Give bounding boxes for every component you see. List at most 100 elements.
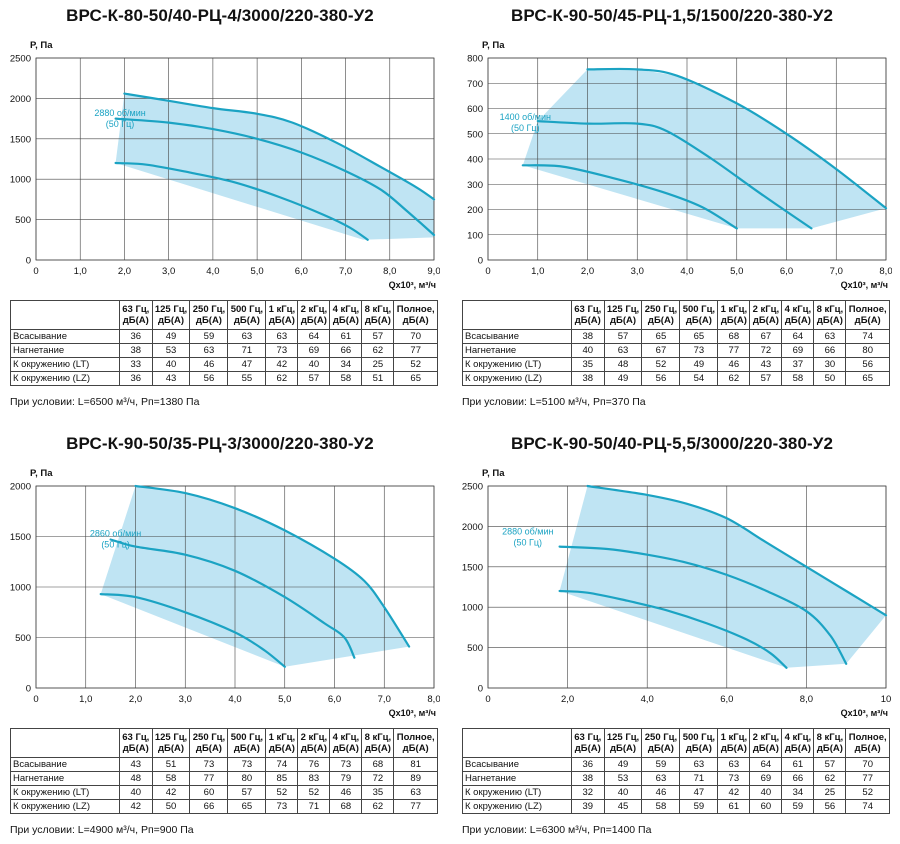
x-tick-label: 8,0 [800, 694, 813, 705]
table-cell: 73 [717, 771, 751, 786]
table-cell: 40 [603, 785, 643, 800]
column-header: 500 Гц, дБ(А) [227, 728, 267, 758]
table-cell: 48 [603, 357, 643, 372]
table-cell: 39 [571, 799, 605, 814]
chart-panel-3: ВРС-К-90-50/35-РЦ-3/3000/220-380-У2 0 1,0 2… [0, 428, 440, 843]
table-cell: 60 [189, 785, 229, 800]
table-cell: 77 [393, 343, 438, 358]
column-header: 63 Гц, дБ(А) [571, 728, 605, 758]
noise-table: 63 Гц, дБ(А) 125 Гц, дБ(А) 250 Гц, дБ(А) 500 Г… [10, 728, 438, 814]
x-tick-label: 2,0 [129, 694, 142, 705]
table-cell: 65 [641, 329, 681, 344]
table-cell: 73 [265, 343, 299, 358]
table-cell: 81 [393, 757, 438, 772]
table-cell: 47 [679, 785, 719, 800]
table-cell: 32 [571, 785, 605, 800]
table-cell: 33 [119, 357, 153, 372]
table-cell: 66 [189, 799, 229, 814]
table-corner [10, 728, 120, 758]
table-cell: 58 [781, 371, 815, 386]
table-cell: 85 [265, 771, 299, 786]
y-axis-label: P, Па [30, 40, 53, 51]
column-header: 63 Гц, дБ(А) [119, 300, 153, 330]
y-axis-label: P, Па [482, 40, 505, 51]
table-cell: 56 [813, 799, 847, 814]
table-cell: 56 [845, 357, 890, 372]
table-cell: 63 [641, 771, 681, 786]
row-label: Всасывание [10, 329, 120, 344]
column-header: 500 Гц, дБ(А) [679, 300, 719, 330]
table-row: Всасывание 38 57 65 65 68 67 64 63 74 [462, 329, 890, 344]
chart-title: ВРС-К-90-50/45-РЦ-1,5/1500/220-380-У2 [510, 6, 834, 25]
table-cell: 63 [189, 343, 229, 358]
table-cell: 63 [393, 785, 438, 800]
test-condition: При условии: L=5100 м³/ч, Рп=370 Па [462, 396, 646, 408]
table-cell: 63 [227, 329, 267, 344]
table-cell: 65 [227, 799, 267, 814]
table-corner [10, 300, 120, 330]
column-header: 250 Гц, дБ(А) [189, 300, 229, 330]
y-tick-label: 100 [467, 230, 483, 241]
y-tick-label: 500 [15, 215, 31, 226]
y-tick-label: 500 [467, 643, 483, 654]
chart-title: ВРС-К-80-50/40-РЦ-4/3000/220-380-У2 [66, 6, 374, 25]
x-tick-label: 3,0 [162, 266, 175, 277]
x-tick-label: 5,0 [730, 266, 743, 277]
table-cell: 52 [393, 357, 438, 372]
table-cell: 49 [679, 357, 719, 372]
x-tick-label: 10 [881, 694, 892, 705]
table-cell: 36 [119, 371, 153, 386]
table-cell: 89 [393, 771, 438, 786]
y-tick-label: 1000 [10, 583, 31, 594]
table-cell: 73 [227, 757, 267, 772]
table-cell: 48 [119, 771, 153, 786]
table-cell: 43 [749, 357, 783, 372]
table-cell: 52 [297, 785, 331, 800]
y-tick-label: 0 [26, 256, 31, 267]
test-condition: При условии: L=6300 м³/ч, Рп=1400 Па [462, 824, 652, 836]
column-header: 250 Гц, дБ(А) [641, 300, 681, 330]
column-header: 500 Гц, дБ(А) [227, 300, 267, 330]
x-axis-label: Qx10³, м³/ч [389, 280, 436, 290]
table-cell: 63 [603, 343, 643, 358]
table-row: К окружению (LT) 40 42 60 57 52 52 46 35 63 [10, 785, 438, 800]
noise-table: 63 Гц, дБ(А) 125 Гц, дБ(А) 250 Гц, дБ(А) 500 Г… [462, 300, 890, 386]
table-cell: 37 [781, 357, 815, 372]
table-cell: 46 [717, 357, 751, 372]
table-cell: 57 [297, 371, 331, 386]
y-tick-label: 500 [467, 129, 483, 140]
x-tick-label: 8,0 [879, 266, 892, 277]
y-tick-label: 0 [478, 684, 483, 695]
column-header: 1 кГц, дБ(А) [265, 728, 299, 758]
y-tick-label: 700 [467, 79, 483, 90]
table-cell: 45 [603, 799, 643, 814]
y-tick-label: 2500 [10, 54, 31, 65]
fan-curve-chart: 0 1,0 2,0 3,0 4,0 5,0 6,0 7,0 8,0 0 500 1000 1500 200… [10, 468, 440, 718]
table-cell: 36 [119, 329, 153, 344]
y-tick-label: 0 [26, 684, 31, 695]
x-tick-label: 2,0 [118, 266, 131, 277]
column-header: 1 кГц, дБ(А) [717, 728, 751, 758]
x-tick-label: 1,0 [79, 694, 92, 705]
y-tick-label: 2000 [462, 522, 483, 533]
table-cell: 63 [813, 329, 847, 344]
noise-table: 63 Гц, дБ(А) 125 Гц, дБ(А) 250 Гц, дБ(А) 500 Г… [462, 728, 890, 814]
table-row: Нагнетание 48 58 77 80 85 83 79 72 89 [10, 771, 438, 786]
y-axis-label: P, Па [482, 468, 505, 479]
row-label: Всасывание [10, 757, 120, 772]
column-header: 4 кГц, дБ(А) [781, 728, 815, 758]
column-header: Полное, дБ(А) [393, 300, 438, 330]
frequency-annotation: (50 Гц) [514, 537, 543, 547]
y-tick-label: 500 [15, 633, 31, 644]
x-tick-label: 7,0 [339, 266, 352, 277]
table-cell: 77 [717, 343, 751, 358]
table-cell: 46 [641, 785, 681, 800]
table-cell: 76 [297, 757, 331, 772]
table-cell: 64 [749, 757, 783, 772]
x-tick-label: 7,0 [830, 266, 843, 277]
table-cell: 66 [329, 343, 363, 358]
table-cell: 62 [717, 371, 751, 386]
x-tick-label: 6,0 [780, 266, 793, 277]
test-condition: При условии: L=4900 м³/ч, Рп=900 Па [10, 824, 194, 836]
row-label: К окружению (LZ) [462, 371, 572, 386]
